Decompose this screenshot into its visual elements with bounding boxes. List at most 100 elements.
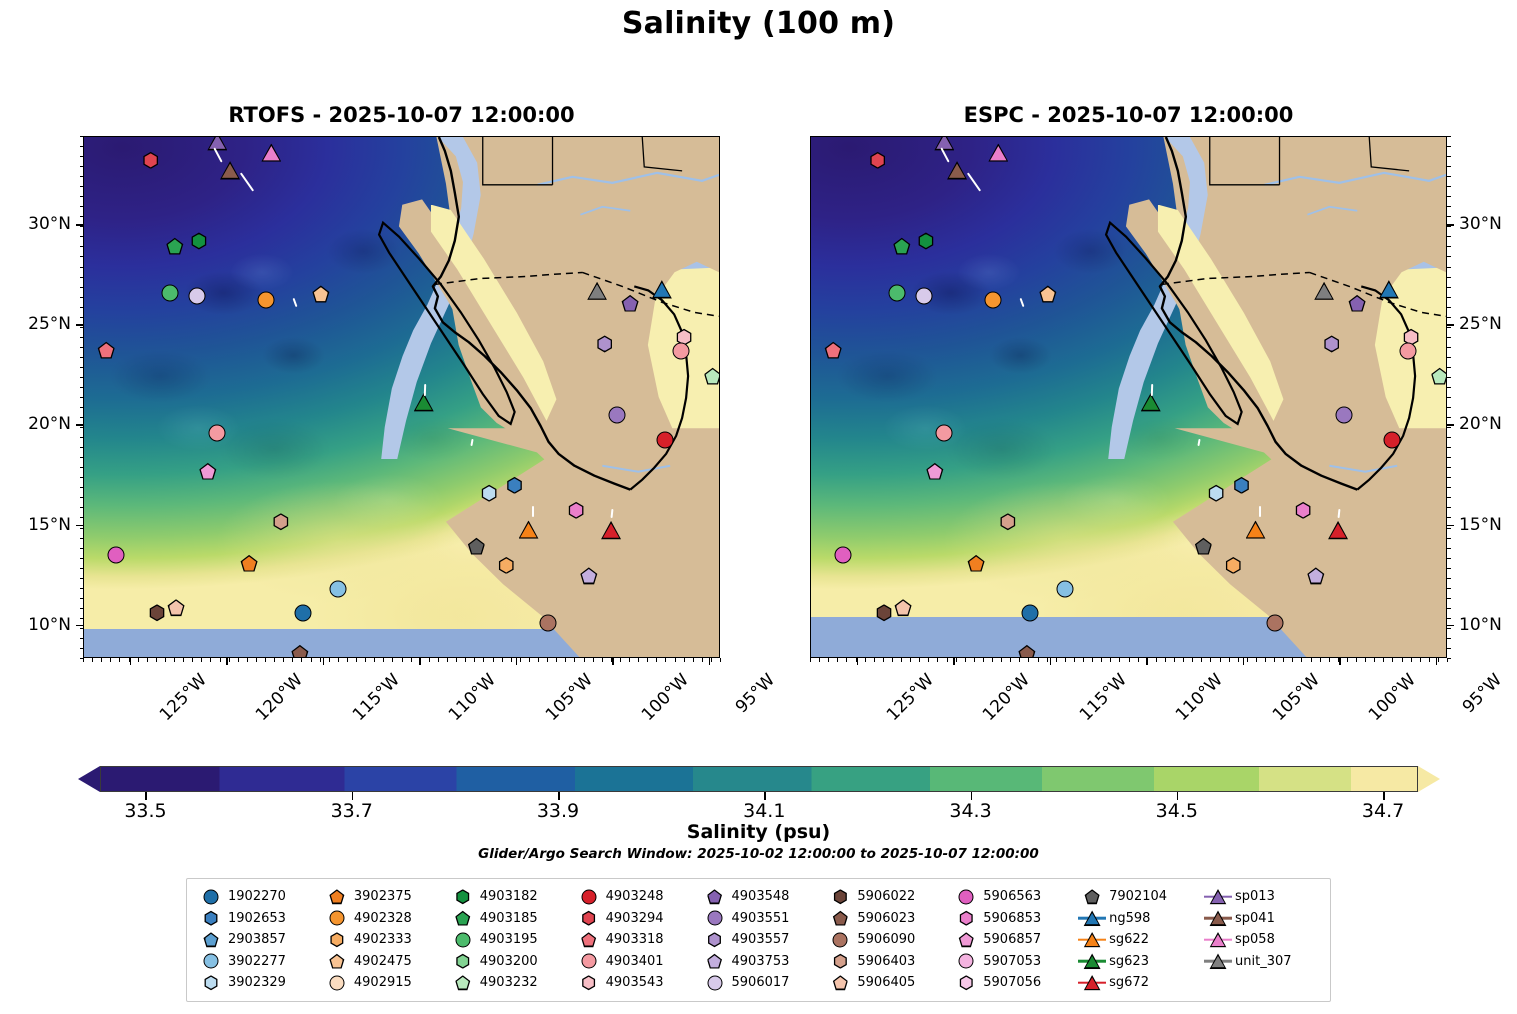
legend-item-5906405[interactable]: 5906405 (825, 972, 951, 994)
legend-item-4903232[interactable]: 4903232 (448, 972, 574, 994)
y-minor-tick (1447, 146, 1451, 148)
legend-item-4903548[interactable]: 4903548 (700, 886, 826, 908)
legend-item-5906022[interactable]: 5906022 (825, 886, 951, 908)
x-minor-tick (483, 658, 485, 662)
circle-marker-icon (203, 889, 219, 905)
x-minor-tick (155, 658, 157, 662)
legend-item-3902375[interactable]: 3902375 (322, 886, 448, 908)
legend-item-4902915[interactable]: 4902915 (322, 972, 448, 994)
legend-item-5907056[interactable]: 5907056 (951, 972, 1077, 994)
x-minor-tick (510, 658, 512, 662)
legend-item-sp058[interactable]: sp058 (1203, 929, 1321, 951)
x-minor-tick (864, 658, 866, 662)
legend-marker (700, 930, 730, 950)
legend-label: 3902277 (228, 953, 286, 969)
x-minor-tick (647, 658, 649, 662)
legend-item-3902277[interactable]: 3902277 (196, 951, 322, 973)
x-minor-tick (928, 658, 930, 662)
legend-label: 5906857 (983, 932, 1042, 948)
legend-item-5906563[interactable]: 5906563 (951, 886, 1077, 908)
x-minor-tick (428, 658, 430, 662)
x-tick-label: 105°W (541, 670, 597, 725)
legend-item-5906023[interactable]: 5906023 (825, 908, 951, 930)
legend-item-sg623[interactable]: sg623 (1077, 951, 1203, 973)
y-minor-tick (1447, 256, 1451, 258)
legend-item-4903185[interactable]: 4903185 (448, 908, 574, 930)
legend-item-sg672[interactable]: sg672 (1077, 972, 1203, 994)
legend-label: 5906090 (857, 932, 916, 948)
y-minor-tick (79, 567, 83, 569)
x-minor-tick (1356, 658, 1357, 662)
x-minor-tick (1228, 658, 1230, 662)
legend-item-4903248[interactable]: 4903248 (574, 886, 700, 908)
legend-item-4903401[interactable]: 4903401 (574, 951, 700, 973)
hexagon-marker-icon (456, 953, 470, 969)
y-minor-tick (79, 336, 83, 338)
legend-item-4903551[interactable]: 4903551 (700, 908, 826, 930)
legend-item-5906403[interactable]: 5906403 (825, 951, 951, 973)
circle-marker-icon (1383, 431, 1401, 449)
circle-marker-icon (329, 975, 345, 991)
legend-item-5906857[interactable]: 5906857 (951, 929, 1077, 951)
legend-item-7902104[interactable]: 7902104 (1077, 886, 1203, 908)
y-minor-tick (79, 627, 83, 629)
legend-label: sg623 (1109, 953, 1149, 969)
legend-item-4903182[interactable]: 4903182 (448, 886, 574, 908)
y-tick-label: 15°N (1459, 514, 1502, 535)
legend-item-3902329[interactable]: 3902329 (196, 972, 322, 994)
legend-item-ng598[interactable]: ng598 (1077, 908, 1203, 930)
x-minor-tick (1110, 658, 1112, 662)
legend-item-5906090[interactable]: 5906090 (825, 929, 951, 951)
x-minor-tick (319, 658, 321, 662)
x-minor-tick (1346, 658, 1348, 662)
x-minor-tick (964, 658, 966, 662)
legend-marker (448, 887, 478, 907)
x-minor-tick (174, 658, 175, 662)
legend-item-5906853[interactable]: 5906853 (951, 908, 1077, 930)
hexagon-marker-icon (876, 604, 892, 622)
legend-item-4902333[interactable]: 4902333 (322, 929, 448, 951)
y-minor-tick (79, 186, 83, 188)
x-minor-tick (374, 658, 376, 662)
legend-item-5906017[interactable]: 5906017 (700, 972, 826, 994)
x-tick-label: 105°W (1268, 670, 1324, 725)
legend-item-4902475[interactable]: 4902475 (322, 951, 448, 973)
legend-item-2903857[interactable]: 2903857 (196, 929, 322, 951)
legend-item-4903543[interactable]: 4903543 (574, 972, 700, 994)
legend-item-4903318[interactable]: 4903318 (574, 929, 700, 951)
legend-item-1902270[interactable]: 1902270 (196, 886, 322, 908)
legend-item-sp041[interactable]: sp041 (1203, 908, 1321, 930)
x-tick-label: 110°W (1172, 670, 1228, 725)
legend-label: 4903294 (605, 910, 664, 926)
legend-item-4903557[interactable]: 4903557 (700, 929, 826, 951)
x-minor-tick (946, 658, 948, 662)
map-panel-espc[interactable] (810, 136, 1447, 658)
legend-item-4903195[interactable]: 4903195 (448, 929, 574, 951)
y-minor-tick (79, 527, 83, 529)
circle-marker-icon (707, 975, 722, 991)
legend-item-4903294[interactable]: 4903294 (574, 908, 700, 930)
hexagon-marker-icon (959, 975, 973, 991)
legend-item-5907053[interactable]: 5907053 (951, 951, 1077, 973)
legend-item-4903753[interactable]: 4903753 (700, 951, 826, 973)
y-minor-tick (1447, 176, 1451, 178)
colorbar-tick-label: 33.9 (536, 800, 580, 822)
x-minor-tick (110, 658, 112, 662)
y-minor-tick (1447, 136, 1451, 137)
legend-item-4903200[interactable]: 4903200 (448, 951, 574, 973)
legend-marker (1203, 930, 1233, 950)
legend-item-4902328[interactable]: 4902328 (322, 908, 448, 930)
legend-item-1902653[interactable]: 1902653 (196, 908, 322, 930)
y-minor-tick (1447, 216, 1451, 218)
legend-item-sg622[interactable]: sg622 (1077, 929, 1203, 951)
y-minor-tick (79, 226, 83, 228)
circle-marker-icon (581, 889, 597, 905)
x-minor-tick (1210, 658, 1212, 662)
legend-item-unit_307[interactable]: unit_307 (1203, 951, 1321, 973)
legend-item-sp013[interactable]: sp013 (1203, 886, 1321, 908)
pentagon-marker-icon (893, 237, 911, 255)
hexagon-marker-icon (204, 910, 218, 926)
x-minor-tick (1019, 658, 1021, 662)
map-panel-rtofs[interactable] (83, 136, 720, 658)
legend-label: 4903182 (479, 889, 538, 905)
